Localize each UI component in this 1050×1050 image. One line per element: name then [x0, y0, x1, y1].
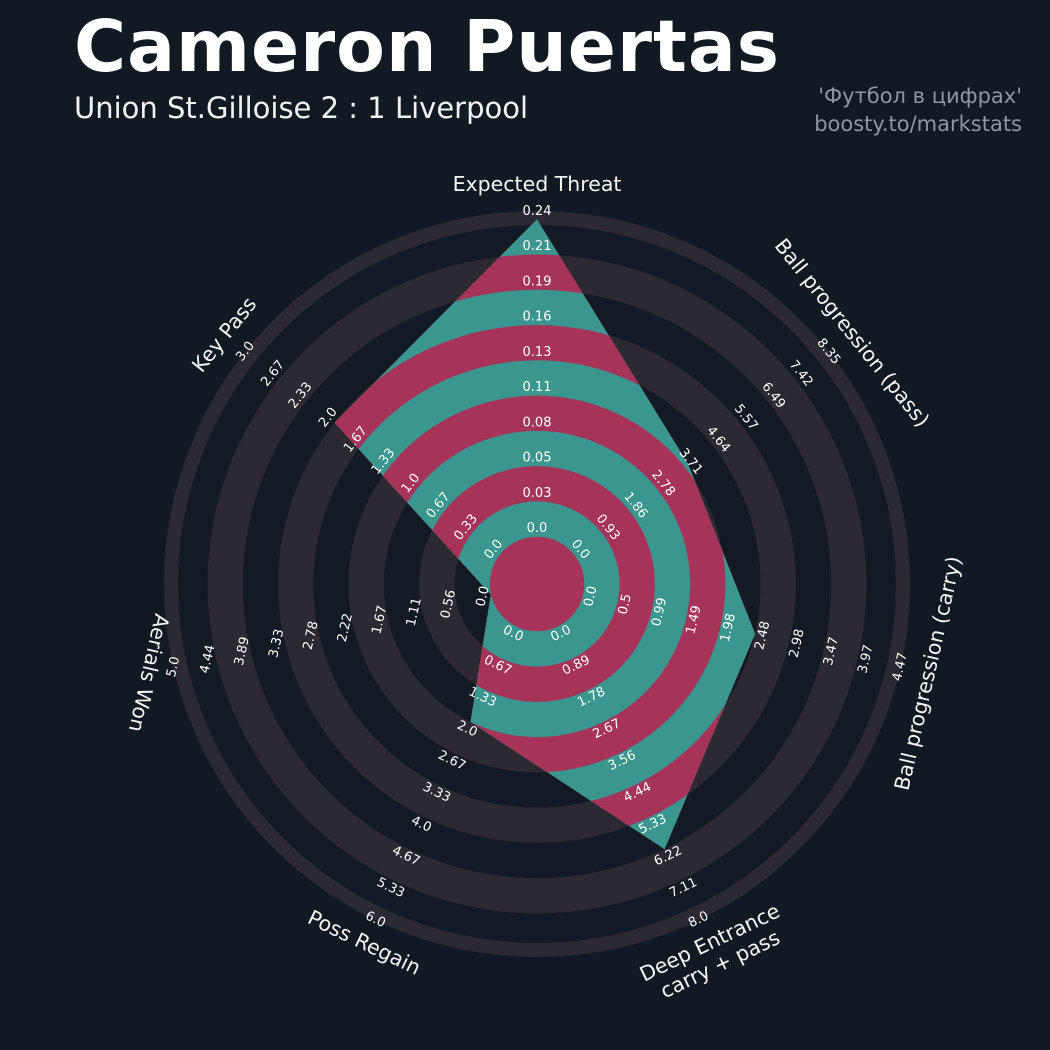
tick-label: 0.0 [473, 585, 492, 609]
tick-label: 0.21 [523, 239, 552, 254]
tick-label: 2.98 [787, 628, 808, 660]
tick-label: 5.0 [164, 655, 183, 679]
tick-label: 0.24 [523, 204, 552, 219]
tick-label: 3.47 [821, 635, 842, 667]
tick-label: 0.99 [649, 596, 670, 628]
outer-ring [164, 211, 910, 957]
watermark-line-1: 'Футбол в цифрах' [818, 84, 1022, 108]
tick-label: 0.5 [616, 592, 635, 616]
tick-label: 1.11 [404, 596, 425, 628]
tick-label: 0.08 [523, 415, 552, 430]
tick-label: 3.97 [855, 643, 876, 675]
tick-label: 2.22 [335, 612, 356, 644]
tick-label: 0.05 [523, 451, 552, 466]
tick-label: 1.98 [718, 612, 739, 644]
tick-label: 3.89 [232, 635, 253, 667]
tick-label: 0.11 [523, 380, 552, 395]
watermark: 'Футбол в цифрах' boosty.to/markstats [814, 82, 1022, 139]
polygon-center-disc [489, 536, 585, 632]
tick-label: 0.56 [438, 588, 459, 620]
tick-label: 0.16 [523, 310, 552, 325]
watermark-line-2: boosty.to/markstats [814, 112, 1022, 137]
tick-label: 0.0 [527, 521, 548, 536]
tick-label: 0.0 [581, 585, 600, 609]
tick-label: 2.48 [752, 620, 773, 652]
tick-label: 1.49 [684, 604, 705, 636]
tick-label: 4.44 [197, 643, 218, 675]
tick-label: 0.13 [523, 345, 552, 360]
axis-title: Expected Threat [453, 172, 622, 196]
outer-ring-circle [164, 211, 910, 957]
tick-label: 2.78 [301, 620, 322, 652]
tick-label: 4.47 [890, 651, 911, 683]
tick-label: 1.67 [369, 604, 390, 636]
tick-label: 3.33 [266, 628, 287, 660]
tick-label: 0.03 [523, 486, 552, 501]
tick-label: 0.19 [523, 274, 552, 289]
